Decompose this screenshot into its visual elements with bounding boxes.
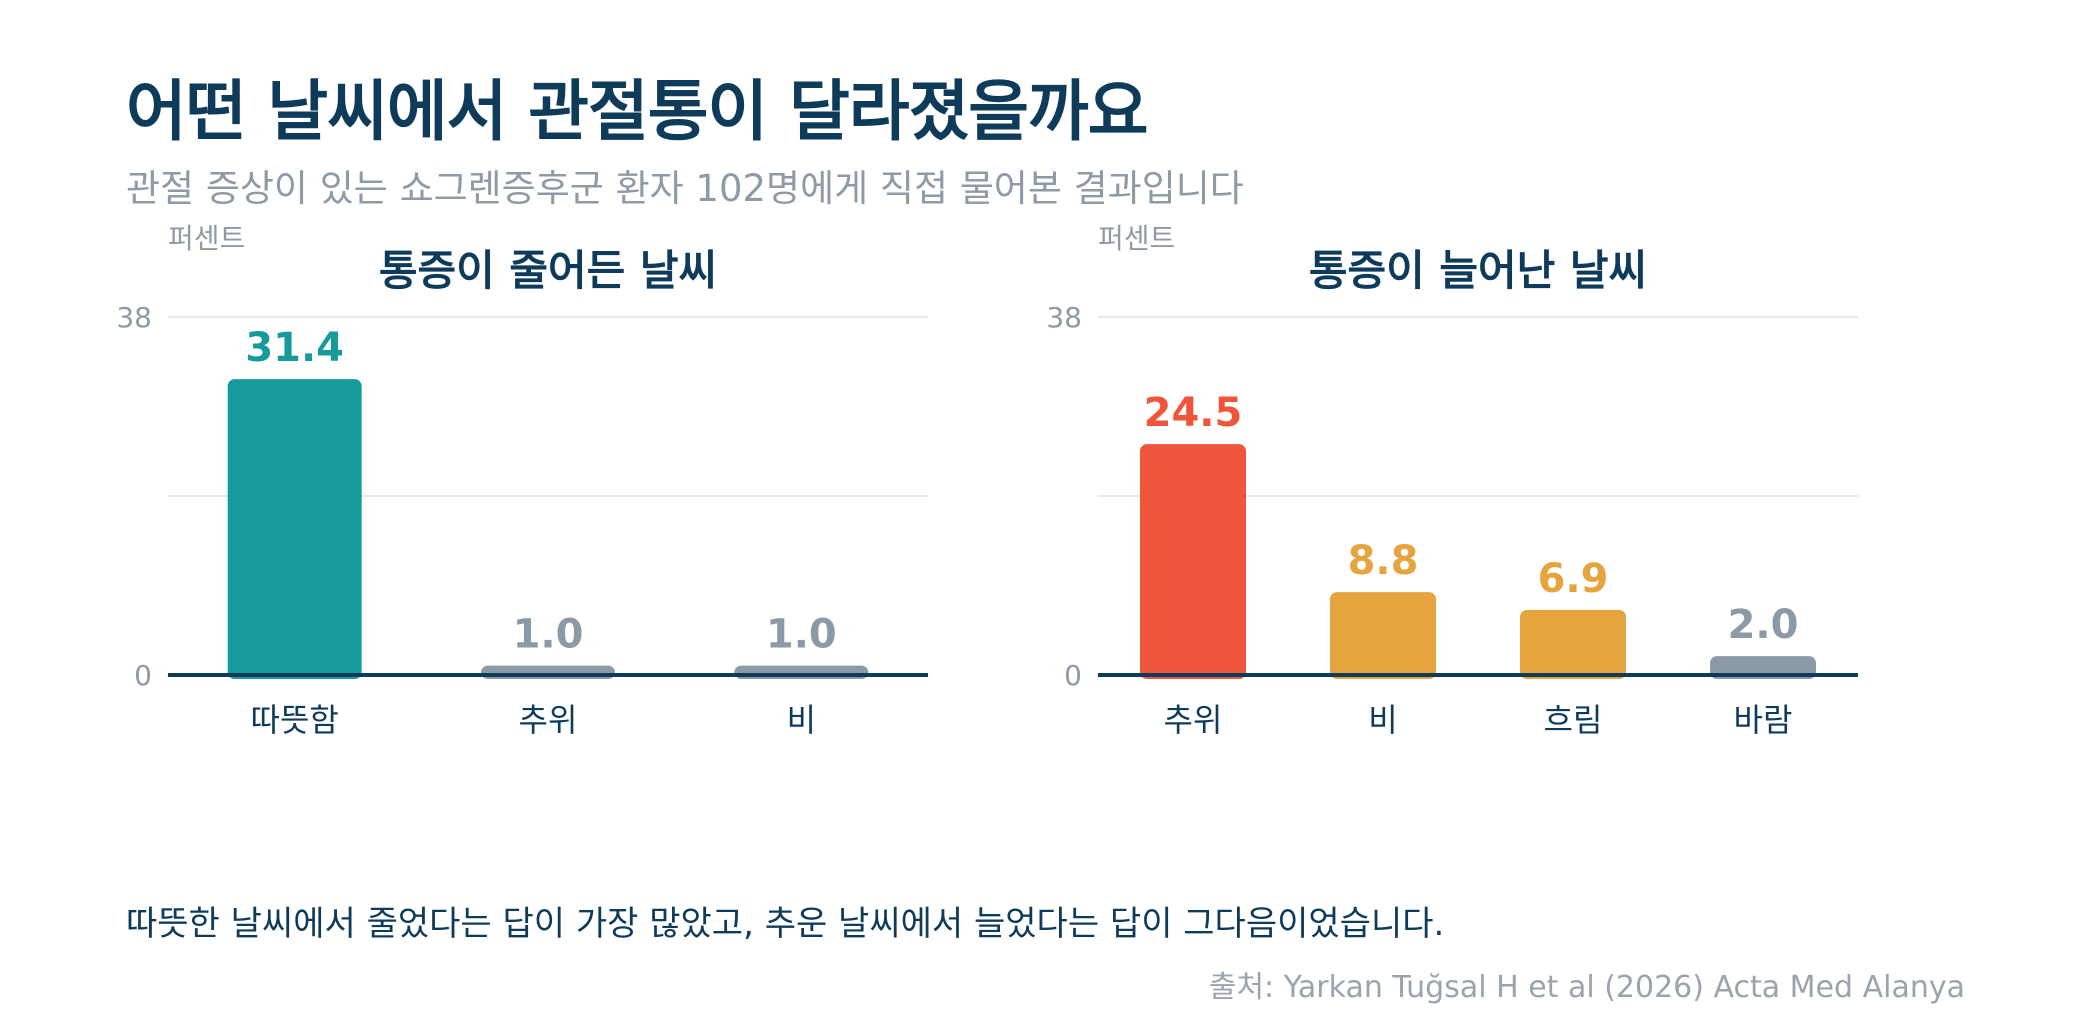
bar [1520, 609, 1626, 679]
chart-title: 통증이 줄어든 날씨 [379, 246, 717, 295]
bar-value-label: 1.0 [513, 612, 584, 658]
chart-title: 통증이 늘어난 날씨 [1309, 246, 1647, 295]
bar [1330, 592, 1436, 679]
bar [1140, 444, 1246, 679]
source-note: 출처: Yarkan Tuğsal H et al (2026) Acta Me… [1208, 970, 1965, 1005]
x-tick-label: 따뜻함 [251, 701, 339, 739]
x-tick-label: 흐림 [1544, 701, 1603, 739]
y-tick-label: 0 [1064, 659, 1082, 692]
y-tick-label: 38 [1046, 301, 1082, 334]
bar-value-label: 31.4 [245, 325, 344, 371]
page-subtitle: 관절 증상이 있는 쇼그렌증후군 환자 102명에게 직접 물어본 결과입니다 [126, 167, 1244, 210]
y-tick-label: 38 [116, 301, 152, 334]
y-axis-label: 퍼센트 [168, 222, 245, 255]
y-axis-label: 퍼센트 [1098, 222, 1175, 255]
x-tick-label: 추위 [1164, 701, 1223, 739]
bar-value-label: 1.0 [766, 612, 837, 658]
x-tick-label: 비 [787, 701, 816, 739]
x-tick-label: 바람 [1734, 701, 1793, 739]
bar [227, 379, 362, 679]
x-tick-label: 비 [1368, 701, 1397, 739]
footnote: 따뜻한 날씨에서 줄었다는 답이 가장 많았고, 추운 날씨에서 늘었다는 답이… [126, 904, 1445, 944]
page-title: 어떤 날씨에서 관절통이 달라졌을까요 [126, 73, 1148, 150]
bar-value-label: 24.5 [1144, 390, 1243, 436]
y-tick-label: 0 [134, 659, 152, 692]
bar-value-label: 8.8 [1348, 538, 1419, 584]
x-tick-label: 추위 [519, 701, 578, 739]
bar-value-label: 6.9 [1538, 556, 1609, 602]
bar-value-label: 2.0 [1728, 602, 1799, 648]
